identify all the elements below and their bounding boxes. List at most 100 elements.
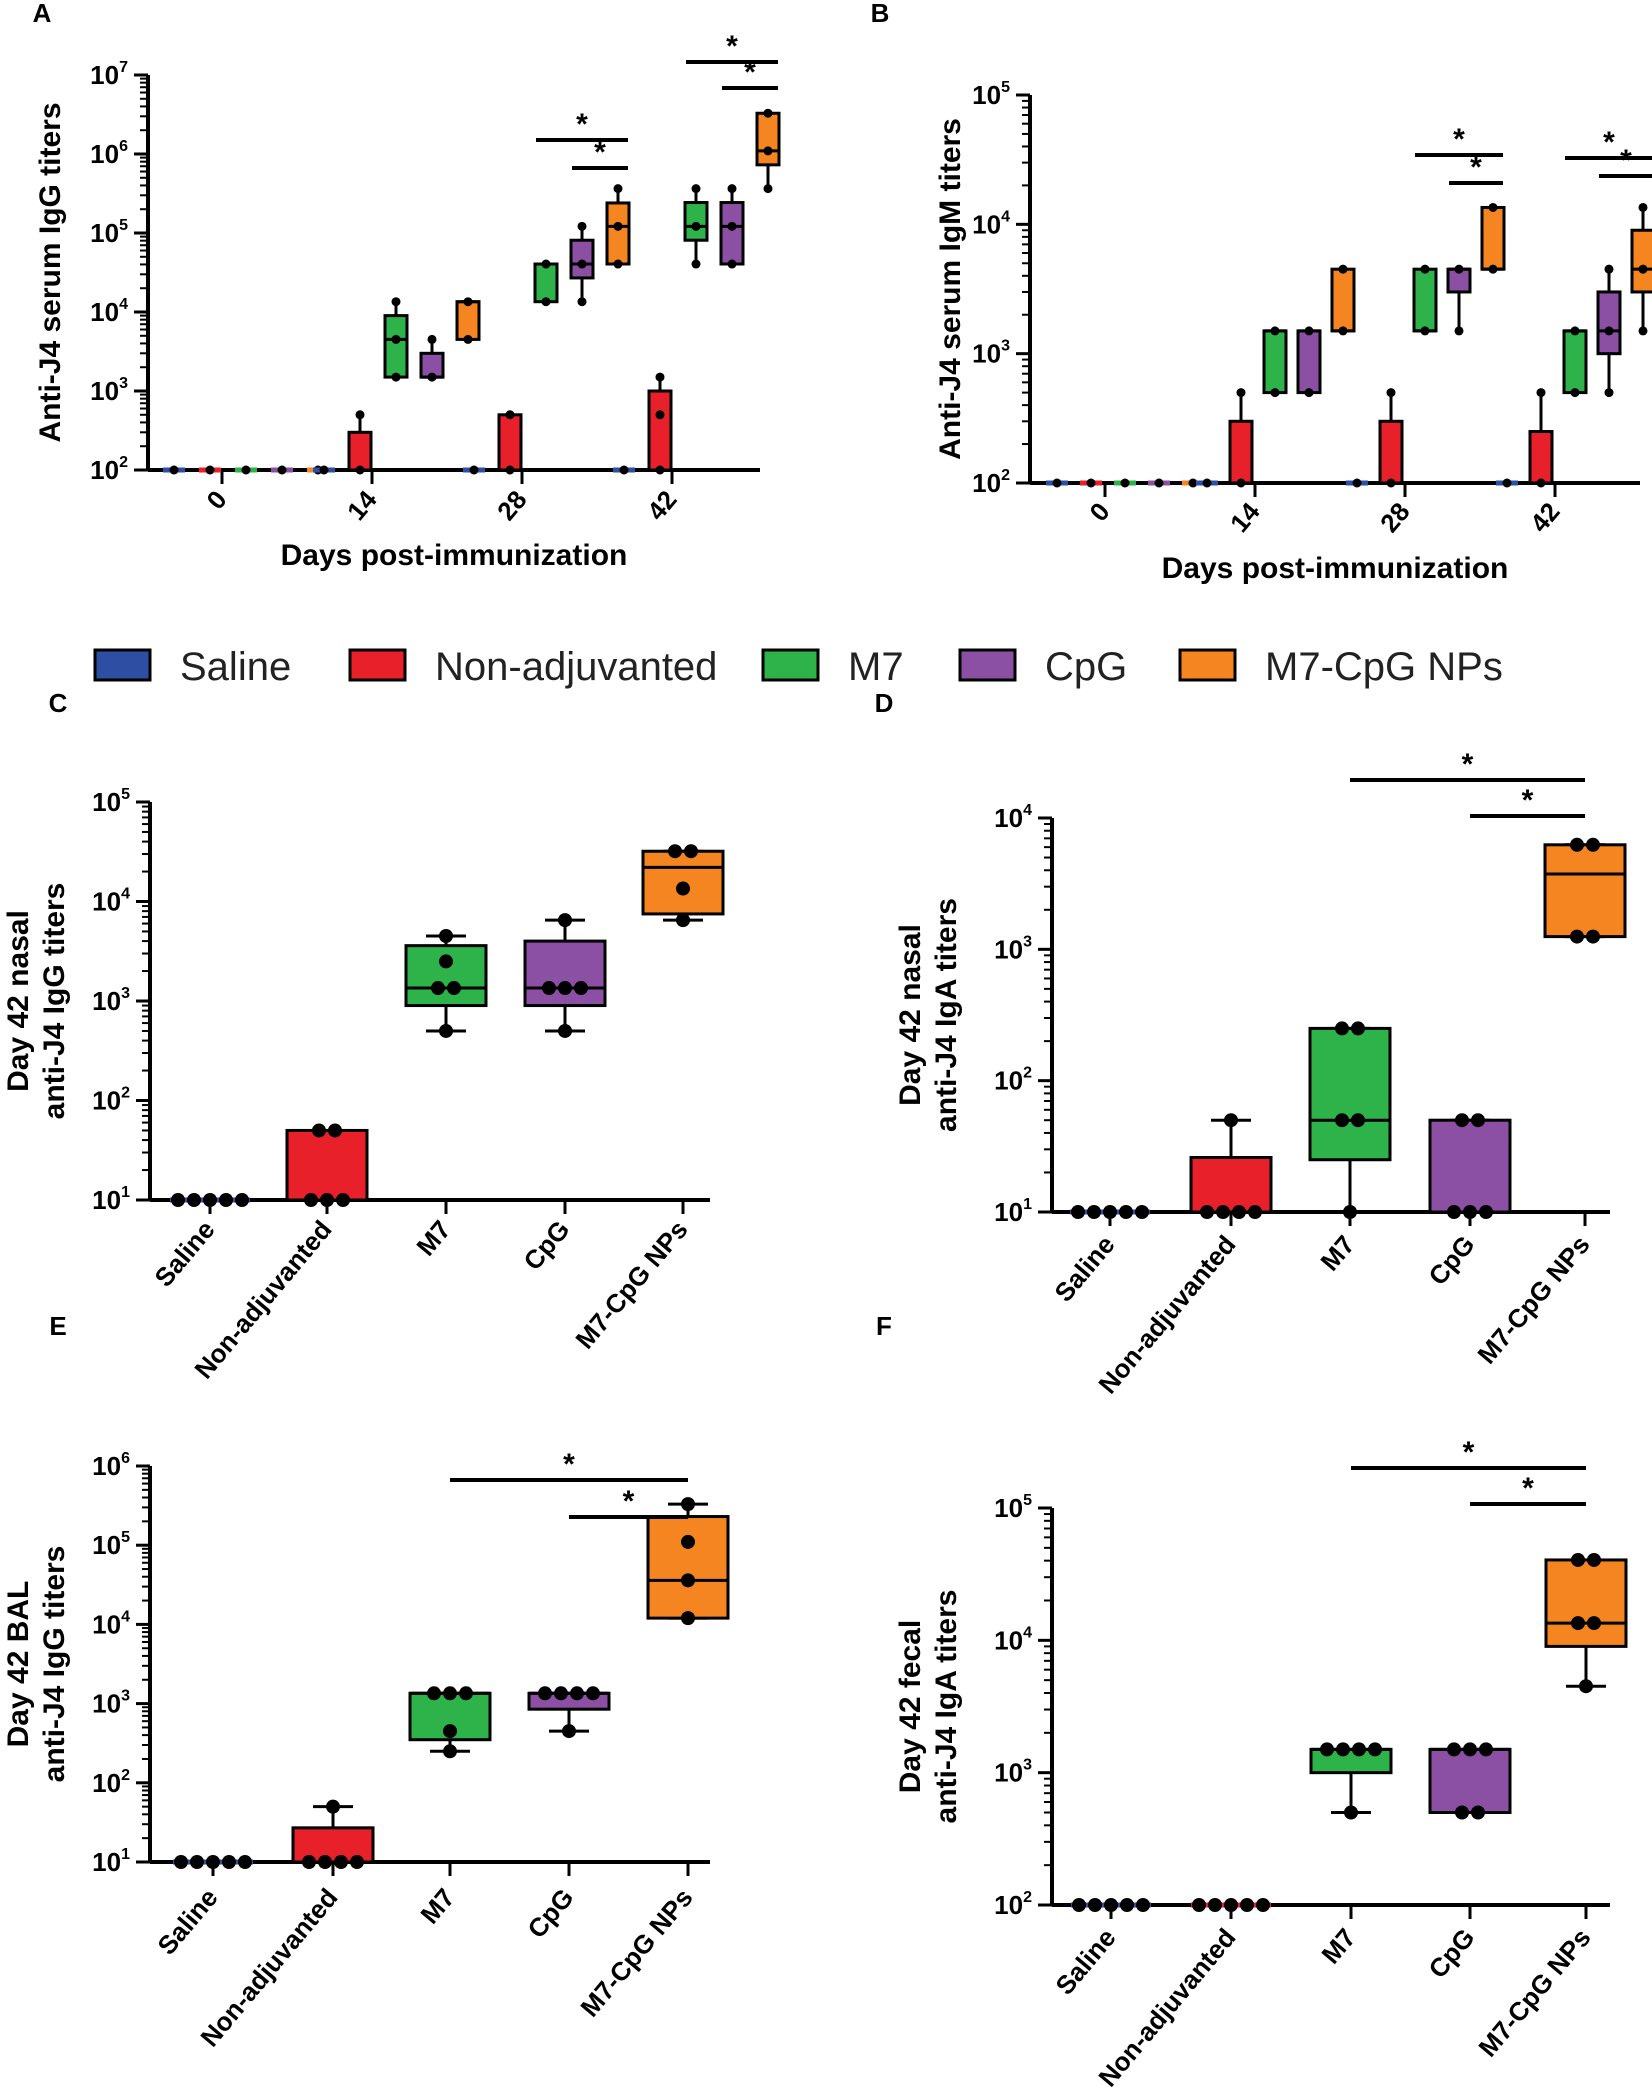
x-tick-label: Saline xyxy=(1049,1923,1121,2001)
y-tick-base: 10 xyxy=(994,1066,1023,1096)
box-cpg xyxy=(1148,478,1170,488)
box-rect xyxy=(1308,1026,1392,1162)
box-cpg xyxy=(1428,1742,1512,1820)
data-point xyxy=(463,334,473,344)
y-tick-base: 10 xyxy=(972,209,1001,239)
x-tick-label: M7 xyxy=(414,1883,460,1930)
y-tick-exponent: 2 xyxy=(1023,1065,1032,1082)
data-point xyxy=(1338,326,1348,336)
data-point xyxy=(1586,929,1600,944)
y-axis-label-line1: Day 42 BAL xyxy=(2,1581,35,1748)
x-tick-label: M7 xyxy=(1314,1230,1360,1277)
data-point xyxy=(1236,388,1246,398)
data-point xyxy=(1338,264,1348,274)
y-tick-base: 10 xyxy=(90,376,119,406)
data-point xyxy=(443,1724,457,1739)
data-point xyxy=(1587,1552,1601,1567)
data-point xyxy=(505,410,515,420)
box-rect xyxy=(1378,419,1404,485)
data-point xyxy=(727,221,737,231)
data-point xyxy=(459,1686,473,1701)
x-tick-label: 14 xyxy=(341,484,383,526)
y-tick-exponent: 3 xyxy=(1023,1757,1032,1774)
y-tick-label: 105 xyxy=(92,1529,130,1560)
data-point xyxy=(447,981,461,996)
box-rect xyxy=(523,939,607,1008)
data-point xyxy=(355,465,365,475)
data-point xyxy=(1270,326,1280,336)
y-tick-label: 104 xyxy=(92,886,130,917)
x-tick-label: M7-CpG NPs xyxy=(1472,1923,1596,2063)
data-point xyxy=(302,1855,316,1869)
x-tick-label: M7-CpG NPs xyxy=(1471,1230,1595,1370)
data-point xyxy=(431,981,445,996)
data-point xyxy=(681,1534,695,1549)
y-axis-label: Anti-J4 serum IgM titers xyxy=(934,118,967,460)
y-tick-label: 103 xyxy=(92,985,130,1016)
box-rect xyxy=(383,314,409,379)
significance-star: * xyxy=(576,108,588,141)
y-tick-base: 10 xyxy=(92,986,121,1016)
box-saline xyxy=(613,465,635,475)
y-tick-exponent: 1 xyxy=(121,1846,130,1863)
data-point xyxy=(350,1855,364,1869)
data-point xyxy=(463,297,473,307)
y-tick-label: 104 xyxy=(972,208,1010,239)
y-tick-exponent: 5 xyxy=(121,786,130,803)
data-point xyxy=(538,1686,552,1701)
x-tick-label: CpG xyxy=(1422,1923,1480,1984)
data-point xyxy=(676,913,690,928)
box-m7 xyxy=(1114,478,1136,488)
data-point xyxy=(1463,1205,1477,1219)
y-tick-exponent: 5 xyxy=(121,1529,130,1546)
box-rect xyxy=(533,262,559,304)
data-point xyxy=(668,844,682,859)
data-point xyxy=(203,1193,217,1207)
data-point xyxy=(1579,1679,1593,1694)
data-point xyxy=(1343,1205,1357,1219)
data-point xyxy=(1120,1898,1134,1912)
data-point xyxy=(1336,1742,1350,1757)
data-point xyxy=(187,1193,201,1207)
legend-item-m7: M7 xyxy=(761,645,904,689)
legend-item-saline: Saline xyxy=(93,645,291,689)
y-tick-exponent: 7 xyxy=(119,59,128,76)
y-tick-exponent: 3 xyxy=(121,985,130,1002)
data-point xyxy=(312,1123,326,1138)
box-m7-cpg-nps xyxy=(646,1497,730,1626)
data-point xyxy=(241,465,251,475)
data-point xyxy=(577,259,587,269)
box-rect xyxy=(569,238,595,280)
data-point xyxy=(1304,388,1314,398)
legend-item-m7-cpg-nps: M7-CpG NPs xyxy=(1178,645,1503,689)
data-point xyxy=(391,334,401,344)
data-point xyxy=(1638,326,1648,336)
data-point xyxy=(1087,1205,1101,1219)
box-cpg xyxy=(527,1686,611,1739)
significance-star: * xyxy=(563,1448,575,1481)
data-point xyxy=(681,1573,695,1588)
box-m7-cpg-nps xyxy=(1480,202,1506,274)
box-m7 xyxy=(1262,326,1288,398)
y-tick-exponent: 3 xyxy=(1001,338,1010,355)
data-point xyxy=(1488,264,1498,274)
data-point xyxy=(326,1799,340,1814)
data-point xyxy=(238,1855,252,1869)
box-rect xyxy=(1596,290,1622,356)
y-tick-base: 10 xyxy=(994,1890,1023,1920)
data-point xyxy=(1188,478,1198,488)
y-tick-base: 10 xyxy=(92,887,121,917)
y-axis-label-line2: anti-J4 IgA titers xyxy=(930,898,963,1132)
y-tick-exponent: 2 xyxy=(1001,467,1010,484)
y-tick-label: 103 xyxy=(994,933,1032,964)
data-point xyxy=(1103,1205,1117,1219)
data-point xyxy=(691,221,701,231)
box-rect xyxy=(605,201,631,266)
x-tick-label: 28 xyxy=(1374,497,1416,538)
box-saline xyxy=(1496,478,1518,488)
data-point xyxy=(1192,1898,1206,1912)
box-non-adjuvanted xyxy=(1528,388,1554,488)
data-point xyxy=(1351,1021,1365,1036)
data-point xyxy=(1604,264,1614,274)
